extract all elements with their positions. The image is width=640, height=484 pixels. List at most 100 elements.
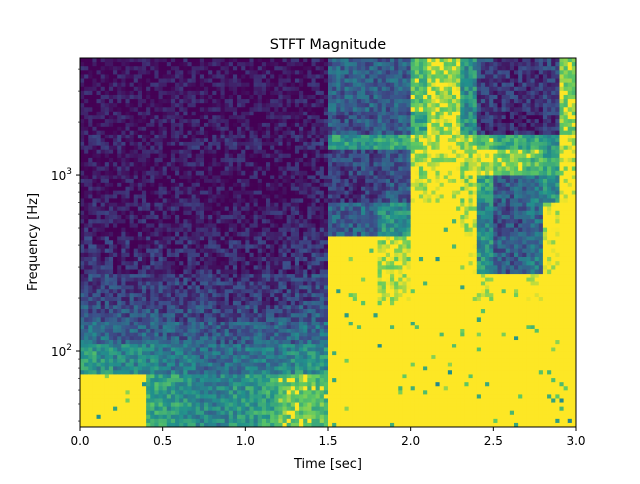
heatmap-cell [142, 86, 147, 92]
heatmap-cell [133, 231, 139, 237]
heatmap-cell [183, 223, 188, 229]
heatmap-cell [286, 107, 292, 112]
heatmap-cell [125, 269, 130, 275]
heatmap-cell [142, 122, 147, 128]
heatmap-cell [150, 134, 155, 139]
heatmap-cell [104, 62, 110, 67]
heatmap-cell [121, 210, 126, 216]
heatmap-cell [154, 410, 159, 416]
heatmap-cell [154, 325, 159, 330]
heatmap-cell [249, 190, 254, 195]
heatmap-cell [80, 328, 85, 334]
heatmap-cell [278, 66, 283, 71]
heatmap-cell [208, 175, 213, 180]
heatmap-cell [162, 82, 168, 88]
heatmap-cell [113, 240, 118, 245]
heatmap-cell [88, 119, 93, 124]
heatmap-cell [216, 223, 221, 229]
heatmap-cell [257, 418, 263, 424]
heatmap-cell [150, 90, 155, 96]
heatmap-cell [142, 190, 147, 195]
heatmap-cell [100, 219, 106, 224]
heatmap-cell [290, 394, 296, 399]
heatmap-cell [162, 358, 168, 364]
heatmap-cell [274, 90, 279, 96]
heatmap-cell [170, 406, 176, 412]
heatmap-cell [133, 240, 139, 245]
heatmap-cell [113, 422, 118, 428]
heatmap-cell [92, 328, 97, 334]
heatmap-cell [117, 162, 122, 167]
heatmap-cell [84, 162, 89, 167]
heatmap-cell [249, 390, 254, 395]
heatmap-cell [80, 223, 85, 229]
heatmap-cell [137, 122, 143, 128]
heatmap-cell [88, 162, 93, 167]
heatmap-cell [183, 130, 188, 135]
heatmap-cell [170, 162, 176, 167]
heatmap-cell [146, 119, 151, 124]
heatmap-cell [104, 386, 110, 391]
heatmap-cell [142, 62, 147, 67]
heatmap-cell [137, 66, 143, 71]
heatmap-cell [261, 378, 267, 383]
heatmap-cell [253, 70, 259, 75]
heatmap-cell [191, 240, 197, 245]
heatmap-cell [237, 256, 242, 262]
heatmap-cell [220, 313, 226, 318]
heatmap-cell [241, 115, 246, 120]
heatmap-cell [299, 111, 304, 116]
heatmap-cell [241, 332, 246, 337]
heatmap-cell [80, 297, 85, 302]
heatmap-cell [224, 418, 230, 424]
heatmap-cell [282, 378, 288, 383]
heatmap-cell [179, 317, 184, 322]
heatmap-cell [158, 175, 164, 180]
heatmap-cell [274, 240, 279, 245]
heatmap-cell [237, 162, 242, 167]
heatmap-cell [88, 103, 93, 108]
heatmap-cell [212, 347, 217, 352]
heatmap-cell [257, 328, 263, 334]
heatmap-cell [154, 256, 159, 262]
heatmap-cell [286, 244, 292, 250]
heatmap-cell [241, 351, 246, 356]
heatmap-cell [245, 386, 250, 391]
heatmap-cell [121, 285, 126, 290]
heatmap-cell [274, 410, 279, 416]
heatmap-cell [113, 186, 118, 192]
heatmap-cell [299, 186, 304, 192]
heatmap-cell [137, 293, 143, 298]
heatmap-cell [113, 256, 118, 262]
heatmap-cell [220, 190, 226, 195]
heatmap-cell [104, 126, 110, 132]
heatmap-cell [237, 66, 242, 71]
heatmap-cell [170, 366, 176, 371]
heatmap-cell [84, 78, 89, 84]
heatmap-cell [100, 362, 106, 367]
heatmap-cell [204, 414, 209, 420]
heatmap-cell [170, 269, 176, 275]
heatmap-cell [166, 309, 172, 314]
heatmap-cell [195, 236, 201, 241]
heatmap-cell [303, 382, 308, 387]
heatmap-cell [142, 362, 147, 367]
heatmap-cell [113, 190, 118, 195]
heatmap-cell [150, 214, 155, 220]
heatmap-cell [92, 343, 97, 348]
heatmap-cell [96, 281, 102, 286]
heatmap-cell [237, 398, 242, 403]
heatmap-cell [270, 289, 275, 294]
heatmap-cell [204, 162, 209, 167]
heatmap-cell [195, 321, 201, 326]
heatmap-cell [253, 351, 259, 356]
heatmap-cell [270, 293, 275, 298]
heatmap-cell [266, 297, 271, 302]
heatmap-cell [166, 414, 172, 420]
heatmap-cell [183, 107, 188, 112]
heatmap-cell [150, 370, 155, 375]
heatmap-cell [80, 134, 85, 139]
heatmap-cell [204, 340, 209, 345]
heatmap-cell [216, 386, 221, 391]
heatmap-cell [278, 309, 283, 314]
